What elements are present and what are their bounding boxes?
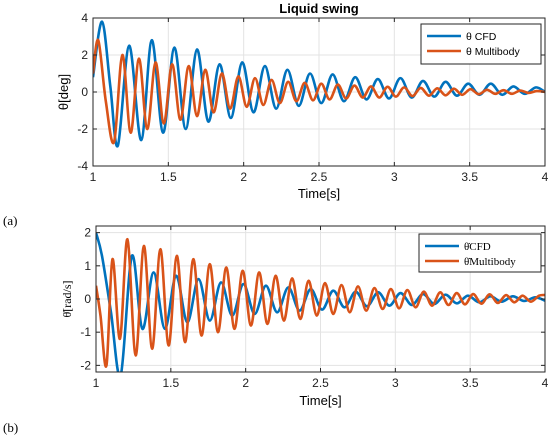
- x-tick-label: 2: [242, 376, 249, 390]
- y-tick-label: -2: [77, 122, 88, 136]
- x-tick-label: 4: [542, 170, 549, 184]
- x-tick-label: 1.5: [162, 376, 179, 390]
- x-tick-label: 4: [542, 376, 549, 390]
- chart-panel-1: 1 1.5 2 2.5 3 3.5 4 -4 -2 0 2 4 Liquid swing Time[s] θ…: [3, 1, 549, 228]
- x-tick-label: 2: [240, 170, 247, 184]
- x-tick-label: 1: [90, 170, 97, 184]
- legend-box: [418, 233, 542, 273]
- series-line-1: [93, 20, 545, 148]
- y-tick-label: -2: [80, 358, 91, 372]
- y-tick-label: 1: [84, 259, 91, 273]
- x-axis-label: Time[s]: [298, 186, 340, 201]
- y-tick-label: 0: [81, 85, 88, 99]
- y-tick-label: -4: [77, 159, 88, 173]
- y-tick-label: -1: [80, 325, 91, 339]
- y-tick-label: 2: [84, 226, 91, 240]
- legend-label-1: θ̇CFD: [464, 241, 491, 253]
- x-tick-label: 2.5: [311, 170, 328, 184]
- legend: θ̇CFD θ̇Multibody: [418, 233, 542, 273]
- legend: θ CFD θ Multibody: [420, 23, 542, 65]
- x-tick-label: 3: [392, 376, 399, 390]
- y-axis-label: θ[deg]: [56, 74, 71, 110]
- legend-box: [420, 23, 542, 65]
- chart-panel-2: 1 1.5 2 2.5 3 3.5 4 -2 -1 0 1 2 Time[s] θ̇[rad/s] (b) θ…: [3, 225, 549, 435]
- panel-label: (a): [3, 213, 17, 228]
- x-tick-label: 2.5: [312, 376, 329, 390]
- x-axis-label: Time[s]: [299, 393, 341, 408]
- legend-label-2: θ Multibody: [466, 46, 520, 58]
- y-tick-label: 0: [84, 292, 91, 306]
- legend-label-1: θ CFD: [466, 31, 497, 43]
- legend-label-2: θ̇Multibody: [464, 256, 516, 268]
- x-tick-label: 3: [391, 170, 398, 184]
- y-tick-label: 2: [81, 48, 88, 62]
- x-tick-label: 3.5: [461, 170, 478, 184]
- x-tick-label: 3.5: [462, 376, 479, 390]
- chart-title: Liquid swing: [279, 1, 358, 16]
- panel-label: (b): [3, 420, 18, 435]
- x-tick-label: 1.5: [160, 170, 177, 184]
- series-line-2: [96, 237, 545, 368]
- series-line-2: [93, 38, 545, 145]
- x-tick-label: 1: [93, 376, 100, 390]
- y-tick-label: 4: [81, 11, 88, 25]
- y-axis-label: θ̇[rad/s]: [60, 280, 74, 317]
